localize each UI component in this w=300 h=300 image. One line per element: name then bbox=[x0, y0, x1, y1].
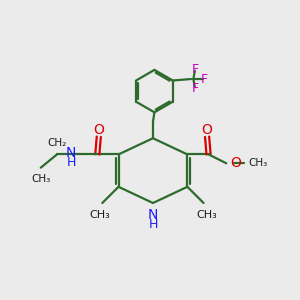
Text: H: H bbox=[66, 156, 76, 169]
Text: F: F bbox=[191, 63, 198, 76]
Text: CH₃: CH₃ bbox=[196, 210, 217, 220]
Text: N: N bbox=[66, 146, 76, 160]
Text: CH₃: CH₃ bbox=[248, 158, 267, 168]
Text: O: O bbox=[93, 123, 104, 137]
Text: H: H bbox=[148, 218, 158, 231]
Text: CH₂: CH₂ bbox=[47, 138, 67, 148]
Text: CH₃: CH₃ bbox=[31, 174, 50, 184]
Text: F: F bbox=[191, 82, 198, 95]
Text: O: O bbox=[230, 156, 241, 170]
Text: N: N bbox=[148, 208, 158, 222]
Text: CH₃: CH₃ bbox=[89, 210, 110, 220]
Text: F: F bbox=[201, 73, 208, 85]
Text: O: O bbox=[202, 123, 212, 137]
